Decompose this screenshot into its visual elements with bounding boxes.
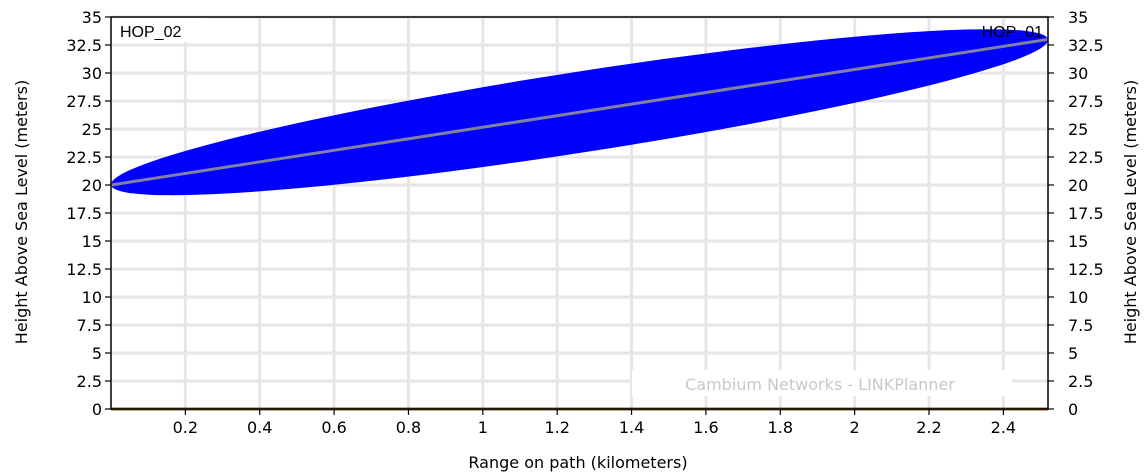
right-endpoint-label: HOP_01	[982, 24, 1043, 41]
y-tick-label-left: 7.5	[77, 316, 102, 335]
watermark-box: Cambium Networks - LINKPlanner	[632, 370, 1012, 396]
y-tick-label-right: 35	[1068, 8, 1088, 27]
x-tick-label: 0.6	[321, 418, 346, 437]
y-tick-label-right: 7.5	[1068, 316, 1093, 335]
left-endpoint-label: HOP_02	[120, 24, 181, 41]
y-tick-label-right: 15	[1068, 232, 1088, 251]
y-tick-label-left: 5	[92, 344, 102, 363]
y-tick-label-left: 12.5	[66, 260, 102, 279]
x-tick-label: 2.4	[991, 418, 1016, 437]
y-tick-label-left: 0	[92, 400, 102, 419]
y-tick-label-right: 2.5	[1068, 372, 1093, 391]
y-tick-label-right: 30	[1068, 64, 1088, 83]
y-tick-label-right: 20	[1068, 176, 1088, 195]
y-tick-label-left: 10	[82, 288, 102, 307]
x-tick-label: 0.8	[396, 418, 421, 437]
tick-layer: 0.2 0.4 0.6 0.8 1 1.2 1.4 1.6 1.8 2 2.2 2.4 0 0 2.5 2.5…	[66, 8, 1103, 437]
x-tick-label: 1.6	[693, 418, 718, 437]
y-axis-title-left: Height Above Sea Level (meters)	[12, 80, 31, 344]
right-endpoint-label-box: HOP_01	[982, 24, 1043, 41]
x-tick-label: 0.2	[173, 418, 198, 437]
y-tick-label-left: 2.5	[77, 372, 102, 391]
y-tick-label-right: 27.5	[1068, 92, 1104, 111]
y-tick-label-left: 32.5	[66, 36, 102, 55]
y-tick-label-right: 17.5	[1068, 204, 1104, 223]
watermark-text: Cambium Networks - LINKPlanner	[685, 375, 955, 394]
x-tick-label: 1	[478, 418, 488, 437]
y-tick-label-left: 25	[82, 120, 102, 139]
y-tick-label-left: 30	[82, 64, 102, 83]
y-tick-label-right: 25	[1068, 120, 1088, 139]
y-tick-label-left: 27.5	[66, 92, 102, 111]
y-tick-label-left: 20	[82, 176, 102, 195]
y-tick-label-right: 5	[1068, 344, 1078, 363]
y-tick-label-right: 22.5	[1068, 148, 1104, 167]
x-tick-label: 1.4	[619, 418, 644, 437]
y-tick-label-right: 10	[1068, 288, 1088, 307]
y-tick-label-left: 35	[82, 8, 102, 27]
line-of-sight-line	[110, 37, 1049, 187]
y-tick-label-right: 12.5	[1068, 260, 1104, 279]
y-tick-label-right: 32.5	[1068, 36, 1104, 55]
x-tick-label: 2.2	[916, 418, 941, 437]
x-axis-title: Range on path (kilometers)	[468, 453, 687, 472]
left-endpoint-label-box: HOP_02	[114, 18, 206, 42]
y-tick-label-left: 17.5	[66, 204, 102, 223]
x-tick-label: 1.2	[544, 418, 569, 437]
x-tick-label: 2	[850, 418, 860, 437]
y-axis-title-right: Height Above Sea Level (meters)	[1121, 80, 1140, 344]
y-tick-label-right: 0	[1068, 400, 1078, 419]
x-tick-label: 0.4	[247, 418, 272, 437]
y-tick-label-left: 15	[82, 232, 102, 251]
x-tick-label: 1.8	[768, 418, 793, 437]
y-tick-label-left: 22.5	[66, 148, 102, 167]
